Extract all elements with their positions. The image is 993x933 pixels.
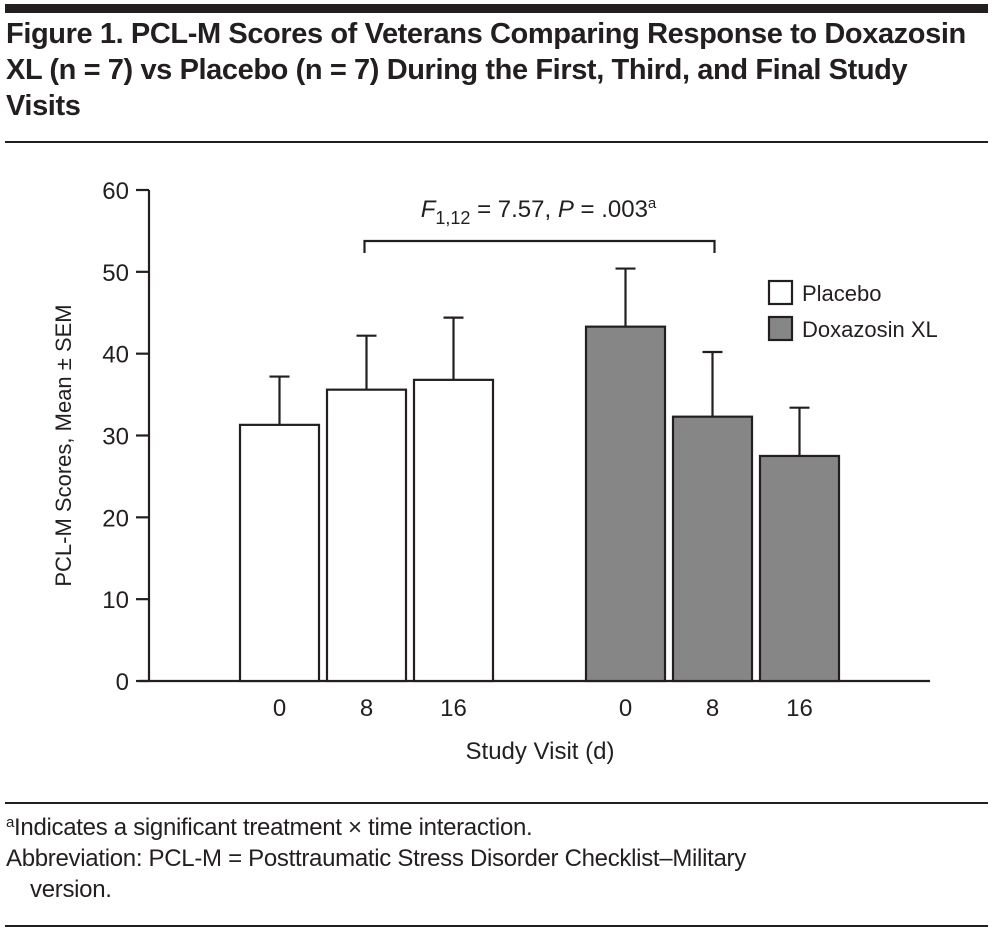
x-tick-label: 0 (273, 695, 286, 722)
top-rule (5, 4, 988, 13)
y-tick-label: 0 (116, 669, 129, 696)
bottom-rule (5, 925, 988, 927)
x-tick-label: 0 (619, 695, 632, 722)
y-tick-label: 40 (102, 342, 129, 369)
y-tick-label: 50 (102, 260, 129, 287)
significance-bracket (363, 239, 716, 253)
x-tick-label: 8 (706, 695, 719, 722)
bars: 0 8 16 0 8 16 (238, 267, 841, 722)
footnote-a: aIndicates a significant treatment × tim… (6, 814, 533, 841)
figure-title: Figure 1. PCL-M Scores of Veterans Compa… (6, 18, 966, 122)
legend: Placebo Doxazosin XL (767, 279, 938, 342)
y-tick-label: 20 (102, 505, 129, 532)
title-divider (5, 141, 988, 143)
legend-swatch (767, 315, 794, 342)
legend-label: Placebo (802, 281, 882, 306)
footnote-divider (5, 802, 988, 804)
x-tick-label: 8 (360, 695, 373, 722)
significance-label: F1,12 = 7.57, P = .003a (421, 195, 657, 228)
abbreviation-note: Abbreviation: PCL-M = Posttraumatic Stre… (6, 845, 746, 872)
bar (325, 388, 408, 683)
footnotes: aIndicates a significant treatment × tim… (6, 812, 986, 905)
x-axis-title: Study Visit (d) (466, 738, 615, 765)
bar (238, 423, 321, 683)
abbreviation-note-cont: version. (30, 876, 112, 903)
bar (758, 454, 841, 683)
y-axis-title: PCL-M Scores, Mean ± SEM (51, 304, 76, 586)
x-tick-label: 16 (440, 695, 467, 722)
bar (412, 378, 495, 683)
x-tick-label: 16 (786, 695, 813, 722)
axes: 0 10 20 30 40 50 60 PCL-M Scores, Mean ± SEM Stu… (51, 178, 930, 765)
bar-chart: 0 10 20 30 40 50 60 PCL-M Scores, Mean ± SEM Stu… (51, 178, 938, 765)
y-tick-label: 60 (102, 178, 129, 205)
y-tick-label: 10 (102, 587, 129, 614)
legend-label: Doxazosin XL (802, 317, 938, 342)
y-tick-label: 30 (102, 424, 129, 451)
bar (584, 325, 667, 683)
significance-annotation: F1,12 = 7.57, P = .003a (363, 195, 716, 253)
legend-swatch (767, 279, 794, 306)
bar (671, 415, 754, 683)
